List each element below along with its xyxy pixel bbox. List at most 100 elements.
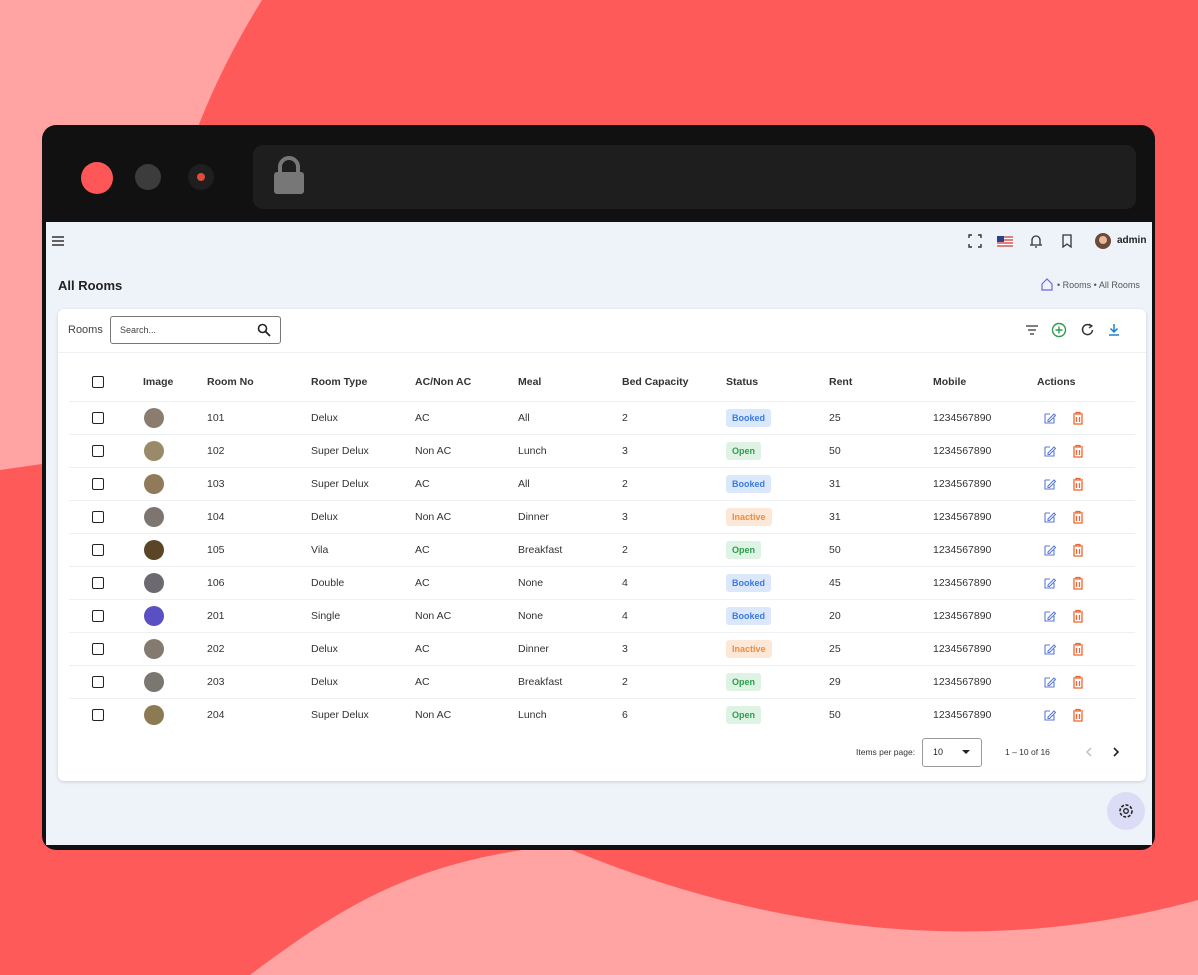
row-checkbox[interactable] bbox=[92, 577, 104, 589]
row-actions[interactable] bbox=[1043, 609, 1093, 623]
user-name[interactable]: admin bbox=[1117, 235, 1147, 246]
status-badge: Open bbox=[726, 673, 762, 691]
page-size-select[interactable] bbox=[922, 738, 982, 767]
table-cell: 25 bbox=[829, 643, 841, 655]
row-actions[interactable] bbox=[1043, 477, 1093, 491]
room-image bbox=[144, 705, 164, 725]
row-divider bbox=[69, 401, 1135, 402]
table-cell: 29 bbox=[829, 676, 841, 688]
settings-button[interactable] bbox=[1104, 790, 1148, 834]
row-actions[interactable] bbox=[1043, 642, 1093, 656]
row-actions[interactable] bbox=[1043, 510, 1093, 524]
table-cell: Single bbox=[311, 610, 341, 622]
table-cell: AC bbox=[415, 676, 430, 688]
row-divider bbox=[69, 566, 1135, 567]
table-cell: 1234567890 bbox=[933, 577, 992, 589]
table-cell: 1234567890 bbox=[933, 643, 992, 655]
row-divider bbox=[69, 665, 1135, 666]
status-badge: Inactive bbox=[726, 640, 772, 658]
column-header[interactable]: Rent bbox=[829, 376, 853, 388]
url-bar[interactable] bbox=[253, 145, 1136, 209]
table-cell: 50 bbox=[829, 544, 841, 556]
search-icon[interactable] bbox=[257, 323, 271, 337]
room-image bbox=[144, 639, 164, 659]
window-controls bbox=[81, 162, 214, 194]
column-header[interactable]: AC/Non AC bbox=[415, 376, 472, 388]
row-actions[interactable] bbox=[1043, 675, 1093, 689]
pager-buttons[interactable] bbox=[1082, 745, 1124, 759]
table-cell: None bbox=[518, 610, 544, 622]
table-cell: 1234567890 bbox=[933, 511, 992, 523]
column-header[interactable]: Actions bbox=[1037, 376, 1076, 388]
search-placeholder: Search... bbox=[120, 325, 157, 335]
table-cell: Delux bbox=[311, 412, 338, 424]
table-cell: 45 bbox=[829, 577, 841, 589]
breadcrumb: • Rooms • All Rooms bbox=[1057, 280, 1140, 290]
row-actions[interactable] bbox=[1043, 411, 1093, 425]
table-cell: 1234567890 bbox=[933, 478, 992, 490]
row-actions[interactable] bbox=[1043, 543, 1093, 557]
table-cell: AC bbox=[415, 544, 430, 556]
table-cell: 3 bbox=[622, 643, 628, 655]
breadcrumb-item[interactable]: Rooms bbox=[1062, 280, 1092, 290]
table-cell: 25 bbox=[829, 412, 841, 424]
row-checkbox[interactable] bbox=[92, 643, 104, 655]
table-cell: Delux bbox=[311, 676, 338, 688]
table-cell: Dinner bbox=[518, 511, 549, 523]
row-checkbox[interactable] bbox=[92, 610, 104, 622]
toolbar-icons[interactable] bbox=[1024, 321, 1124, 339]
row-divider bbox=[69, 533, 1135, 534]
row-checkbox[interactable] bbox=[92, 412, 104, 424]
column-header[interactable]: Room Type bbox=[311, 376, 368, 388]
search-box[interactable] bbox=[110, 316, 281, 344]
column-header[interactable]: Image bbox=[143, 376, 174, 388]
row-checkbox[interactable] bbox=[92, 676, 104, 688]
column-header[interactable]: Bed Capacity bbox=[622, 376, 689, 388]
table-cell: 1234567890 bbox=[933, 412, 992, 424]
table-cell: Non AC bbox=[415, 511, 452, 523]
table-cell: Dinner bbox=[518, 643, 549, 655]
table-cell: 2 bbox=[622, 412, 628, 424]
table-cell: 50 bbox=[829, 709, 841, 721]
select-all-checkbox[interactable] bbox=[92, 376, 104, 388]
table-cell: All bbox=[518, 478, 530, 490]
row-actions[interactable] bbox=[1043, 444, 1093, 458]
table-cell: Breakfast bbox=[518, 676, 563, 688]
table-cell: Lunch bbox=[518, 445, 547, 457]
header-icons[interactable] bbox=[965, 232, 1115, 250]
table-cell: 204 bbox=[207, 709, 225, 721]
table-cell: 105 bbox=[207, 544, 225, 556]
table-cell: 2 bbox=[622, 544, 628, 556]
row-divider bbox=[69, 698, 1135, 699]
column-header[interactable]: Status bbox=[726, 376, 759, 388]
row-checkbox[interactable] bbox=[92, 709, 104, 721]
table-cell: 31 bbox=[829, 511, 841, 523]
table-cell: Double bbox=[311, 577, 345, 589]
table-cell: Non AC bbox=[415, 445, 452, 457]
row-checkbox[interactable] bbox=[92, 544, 104, 556]
row-checkbox[interactable] bbox=[92, 511, 104, 523]
row-divider bbox=[69, 599, 1135, 600]
room-image bbox=[144, 540, 164, 560]
table-cell: 102 bbox=[207, 445, 225, 457]
table-cell: Non AC bbox=[415, 709, 452, 721]
status-badge: Inactive bbox=[726, 508, 772, 526]
table-cell: 103 bbox=[207, 478, 225, 490]
table-cell: Super Delux bbox=[311, 478, 369, 490]
row-actions[interactable] bbox=[1043, 576, 1093, 590]
table-cell: Delux bbox=[311, 643, 338, 655]
menu-icon[interactable] bbox=[51, 235, 65, 247]
column-header[interactable]: Meal bbox=[518, 376, 542, 388]
home-icon[interactable] bbox=[1040, 277, 1054, 291]
row-checkbox[interactable] bbox=[92, 478, 104, 490]
column-header[interactable]: Mobile bbox=[933, 376, 967, 388]
table-cell: 4 bbox=[622, 610, 628, 622]
table-cell: 3 bbox=[622, 445, 628, 457]
table-cell: AC bbox=[415, 643, 430, 655]
table-cell: 1234567890 bbox=[933, 544, 992, 556]
table-cell: 4 bbox=[622, 577, 628, 589]
table-cell: AC bbox=[415, 577, 430, 589]
row-checkbox[interactable] bbox=[92, 445, 104, 457]
column-header[interactable]: Room No bbox=[207, 376, 254, 388]
row-actions[interactable] bbox=[1043, 708, 1093, 722]
